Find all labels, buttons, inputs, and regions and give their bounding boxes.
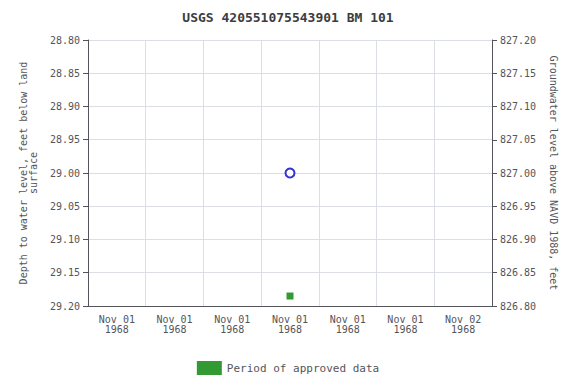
svg-text:826.85: 826.85 xyxy=(500,267,536,278)
svg-text:28.90: 28.90 xyxy=(50,101,80,112)
svg-text:29.20: 29.20 xyxy=(50,301,80,312)
svg-text:1968: 1968 xyxy=(105,324,129,335)
svg-text:827.10: 827.10 xyxy=(500,101,536,112)
svg-text:29.10: 29.10 xyxy=(50,234,80,245)
svg-text:Period of approved data: Period of approved data xyxy=(227,362,379,375)
svg-text:29.05: 29.05 xyxy=(50,201,80,212)
svg-text:Groundwater level above NAVD 1: Groundwater level above NAVD 1988, feet xyxy=(548,56,559,291)
svg-text:1968: 1968 xyxy=(393,324,417,335)
svg-text:Nov 01: Nov 01 xyxy=(271,313,309,325)
svg-text:Nov 02: Nov 02 xyxy=(445,313,482,325)
svg-text:29.15: 29.15 xyxy=(50,267,80,278)
svg-text:Nov 01: Nov 01 xyxy=(156,313,193,325)
svg-text:826.80: 826.80 xyxy=(500,301,536,312)
svg-text:1968: 1968 xyxy=(220,324,244,335)
svg-text:826.95: 826.95 xyxy=(500,201,536,212)
svg-text:1968: 1968 xyxy=(336,324,360,335)
svg-text:Nov 01: Nov 01 xyxy=(387,313,424,325)
svg-text:1968: 1968 xyxy=(451,324,475,335)
svg-text:Nov 01: Nov 01 xyxy=(98,313,135,325)
svg-text:Nov 01: Nov 01 xyxy=(329,313,366,325)
svg-text:827.00: 827.00 xyxy=(500,168,536,179)
svg-text:Nov 01: Nov 01 xyxy=(214,313,251,325)
svg-text:1968: 1968 xyxy=(278,324,302,335)
svg-text:28.95: 28.95 xyxy=(50,134,80,145)
svg-text:Depth to water level, feet bel: Depth to water level, feet below land xyxy=(18,61,30,285)
svg-text:827.05: 827.05 xyxy=(500,134,536,145)
svg-text:USGS 420551075543901 BM 101: USGS 420551075543901 BM 101 xyxy=(182,10,393,25)
svg-text:28.85: 28.85 xyxy=(50,68,80,79)
svg-text:28.80: 28.80 xyxy=(50,35,80,46)
svg-text:1968: 1968 xyxy=(163,324,187,335)
svg-text:827.20: 827.20 xyxy=(500,35,536,46)
svg-text:827.15: 827.15 xyxy=(500,68,536,79)
svg-text:29.00: 29.00 xyxy=(50,168,80,179)
svg-text:826.90: 826.90 xyxy=(500,234,536,245)
svg-text:surface: surface xyxy=(28,152,39,194)
